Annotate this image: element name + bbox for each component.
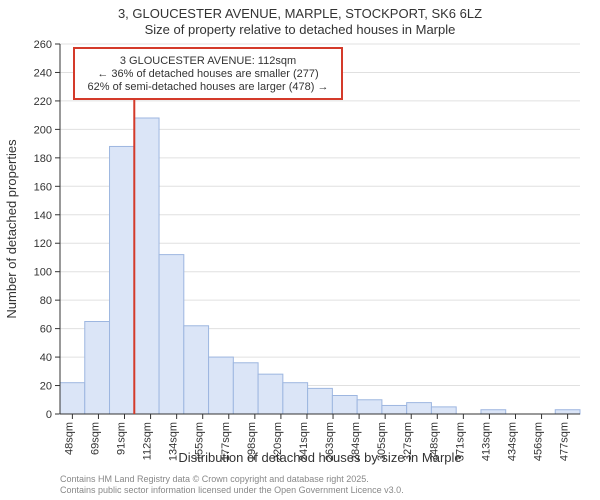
histogram-bar [110, 146, 135, 414]
histogram-bar [283, 383, 308, 414]
histogram-bar [481, 410, 506, 414]
annotation-line: 62% of semi-detached houses are larger (… [88, 81, 329, 93]
histogram-bar [184, 326, 209, 414]
y-axis-title: Number of detached properties [4, 139, 19, 319]
y-tick-label: 0 [46, 409, 52, 421]
x-tick-label: 434sqm [506, 422, 518, 461]
histogram-bar [159, 255, 184, 414]
histogram-bar [555, 410, 580, 414]
histogram-bar [134, 118, 159, 414]
annotation-line: ← 36% of detached houses are smaller (27… [97, 68, 318, 80]
histogram-bar [407, 403, 432, 414]
x-tick-label: 69sqm [89, 422, 101, 455]
y-tick-label: 80 [40, 295, 52, 307]
x-tick-label: 48sqm [63, 422, 75, 455]
histogram-bar [332, 396, 357, 415]
x-tick-label: 112sqm [142, 422, 154, 460]
footer-line1: Contains HM Land Registry data © Crown c… [60, 474, 369, 484]
histogram-bar [308, 388, 333, 414]
x-tick-label: 91sqm [116, 422, 128, 455]
y-tick-label: 160 [34, 181, 52, 193]
y-tick-label: 40 [40, 352, 52, 364]
y-tick-label: 220 [34, 96, 52, 108]
annotation-line: 3 GLOUCESTER AVENUE: 112sqm [120, 55, 296, 67]
chart-title-line1: 3, GLOUCESTER AVENUE, MARPLE, STOCKPORT,… [118, 6, 482, 21]
y-tick-label: 120 [34, 238, 52, 250]
x-tick-label: 413sqm [480, 422, 492, 461]
histogram-bar [382, 405, 407, 414]
x-tick-label: 456sqm [533, 422, 545, 461]
y-tick-label: 180 [34, 153, 52, 165]
y-tick-label: 260 [34, 39, 52, 51]
footer-line2: Contains public sector information licen… [60, 485, 404, 495]
histogram-bar [357, 400, 382, 414]
histogram-bar [431, 407, 456, 414]
histogram-bar [209, 357, 234, 414]
y-tick-label: 240 [34, 67, 52, 79]
chart-title-line2: Size of property relative to detached ho… [145, 22, 456, 37]
y-tick-label: 140 [34, 210, 52, 222]
histogram-bar [60, 383, 85, 414]
x-axis-title: Distribution of detached houses by size … [178, 450, 461, 465]
y-tick-label: 100 [34, 267, 52, 279]
y-tick-label: 60 [40, 324, 52, 336]
y-tick-label: 20 [40, 381, 52, 393]
x-tick-label: 477sqm [559, 422, 571, 461]
histogram-bar [85, 322, 110, 415]
size-distribution-chart: 3, GLOUCESTER AVENUE, MARPLE, STOCKPORT,… [0, 0, 600, 500]
y-tick-label: 200 [34, 124, 52, 136]
histogram-bar [258, 374, 283, 414]
histogram-bar [233, 363, 258, 414]
